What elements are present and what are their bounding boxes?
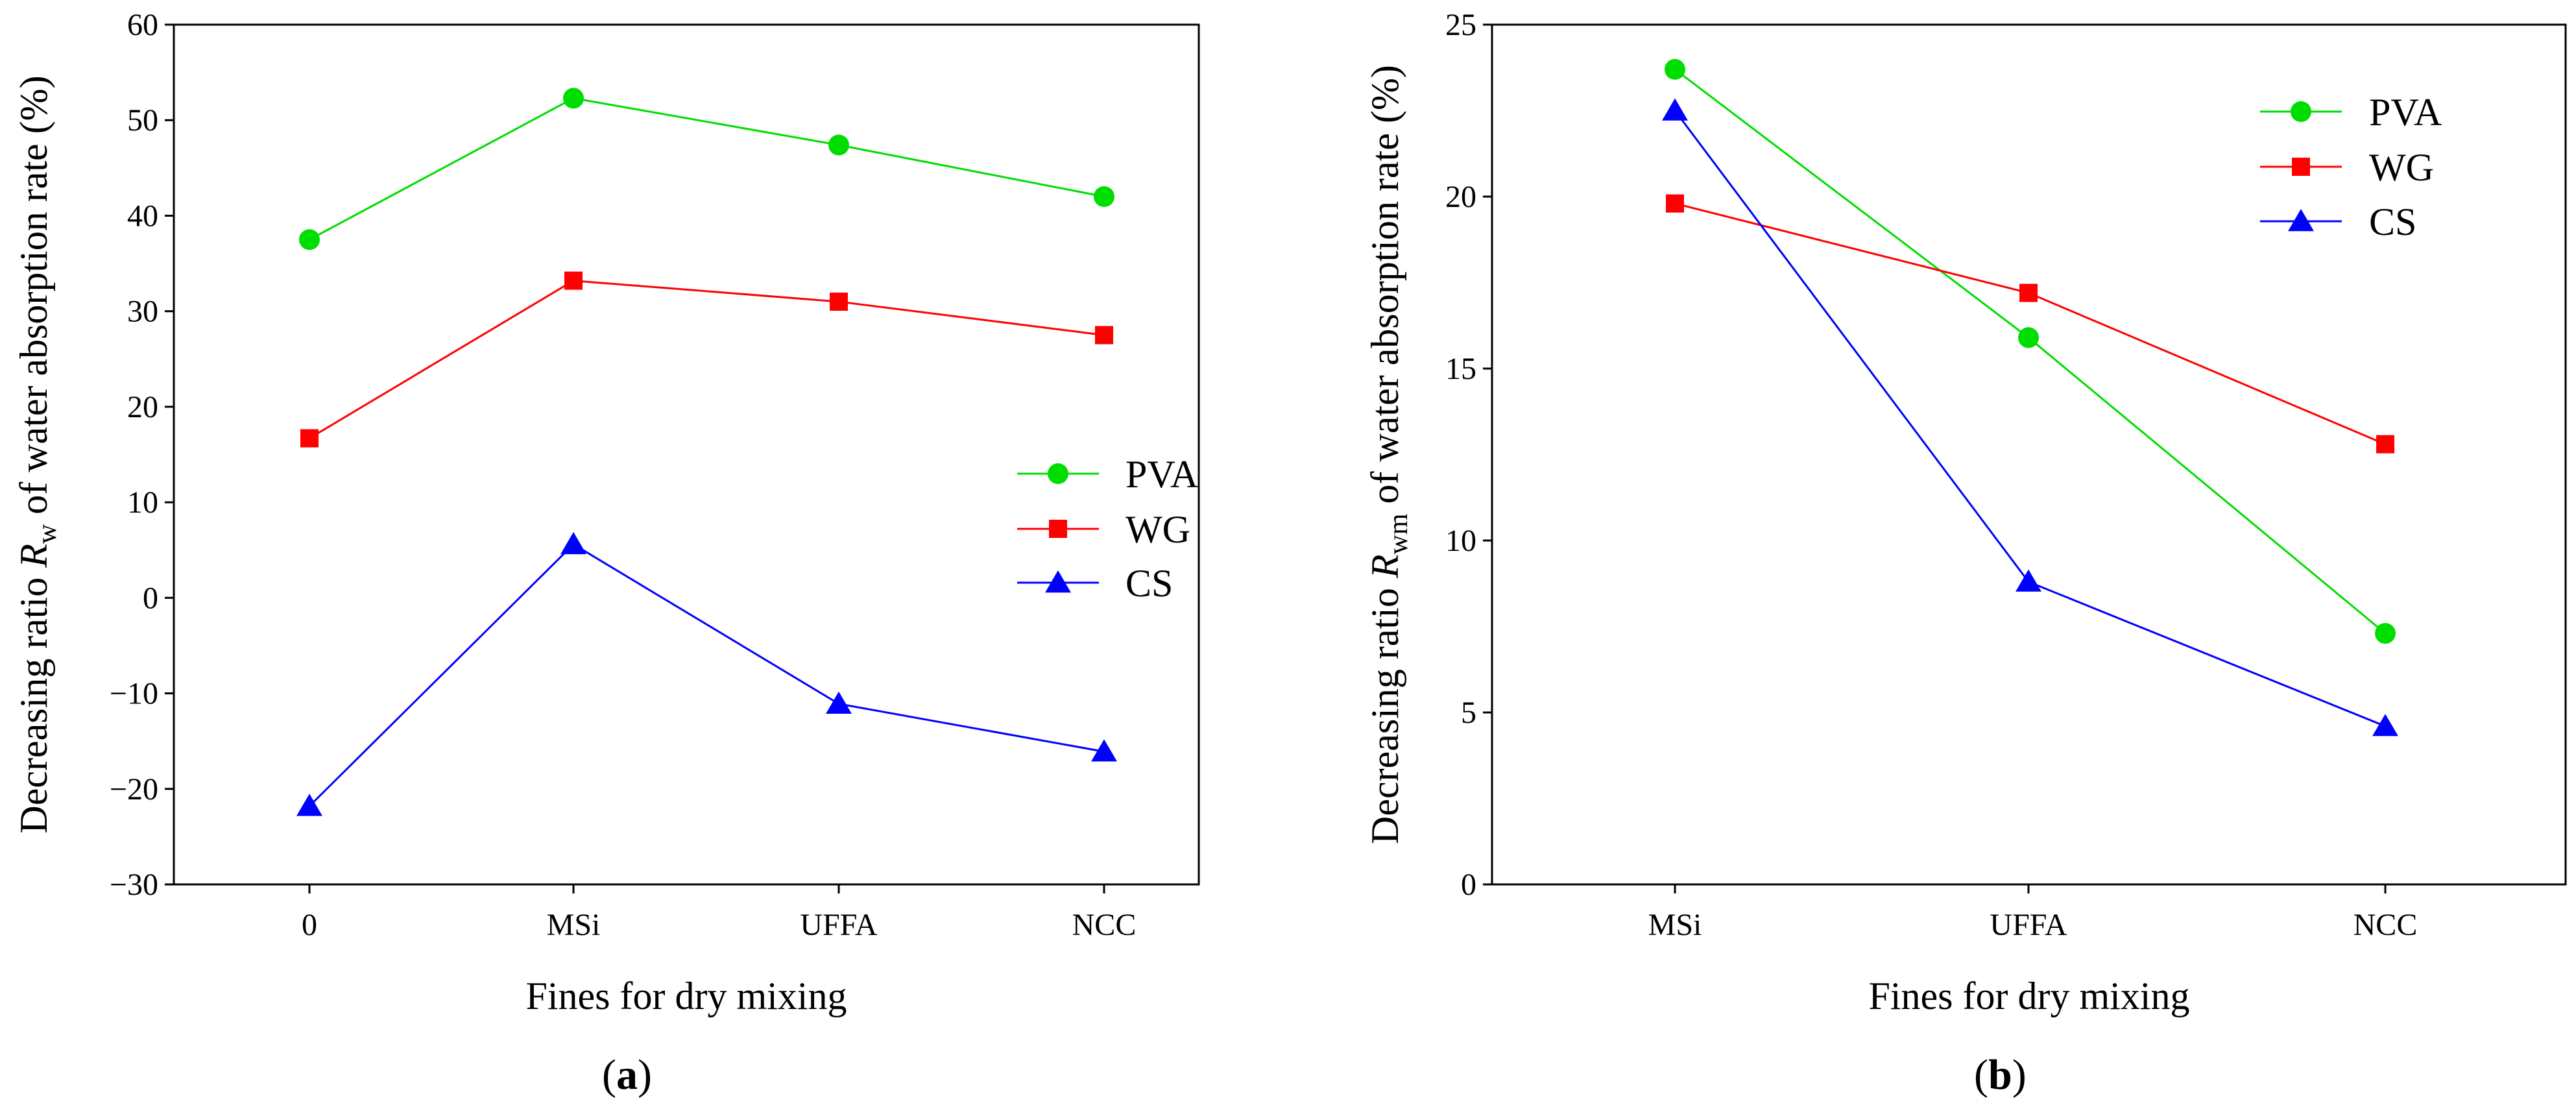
y-tick-label: 20 <box>127 390 158 424</box>
x-axis-title: Fines for dry mixing <box>526 975 847 1017</box>
x-axis-title: Fines for dry mixing <box>1869 975 2190 1017</box>
marker-cs-0 <box>296 794 322 816</box>
y-tick-label: 50 <box>127 103 158 138</box>
marker-cs-3 <box>1091 739 1117 762</box>
series-line-cs <box>1674 110 2386 727</box>
x-tick-label: 0 <box>302 908 317 942</box>
marker-legend-wg-0 <box>2292 158 2310 176</box>
marker-legend-wg-0 <box>1049 520 1067 538</box>
y-tick-label: −30 <box>110 868 158 902</box>
marker-wg-2 <box>830 292 848 311</box>
y-tick-label: 40 <box>127 199 158 233</box>
x-tick-label: NCC <box>1072 908 1137 942</box>
legend: PVA WG CS <box>1017 453 1198 605</box>
y-tick-label: 30 <box>127 295 158 329</box>
legend: PVA WG CS <box>2260 91 2442 243</box>
marker-legend-cs-0 <box>2288 209 2314 232</box>
y-tick-label: 20 <box>1445 180 1476 214</box>
marker-wg-2 <box>2376 435 2394 454</box>
marker-wg-1 <box>2019 284 2038 302</box>
panel-label: (b) <box>1974 1051 2027 1099</box>
marker-pva-1 <box>563 88 584 109</box>
marker-cs-1 <box>560 531 586 555</box>
y-tick-label: 15 <box>1445 352 1476 386</box>
marker-cs-2 <box>2372 714 2398 736</box>
series-line-wg <box>1674 202 2386 445</box>
y-tick-label: 5 <box>1461 696 1476 730</box>
y-tick-label: −20 <box>110 772 158 807</box>
series-line-pva <box>309 97 1105 241</box>
marker-cs-1 <box>2016 569 2041 592</box>
marker-pva-2 <box>2375 623 2396 644</box>
marker-pva-0 <box>299 229 320 250</box>
marker-pva-3 <box>1094 186 1114 207</box>
legend-label-pva: PVA <box>1125 453 1198 496</box>
legend-label-wg: WG <box>2369 146 2434 189</box>
marker-legend-pva-0 <box>2291 101 2311 122</box>
legend-label-cs: CS <box>2369 201 2416 243</box>
y-tick-label: 10 <box>1445 524 1476 558</box>
y-tick-label: 0 <box>1461 868 1476 902</box>
marker-wg-0 <box>300 429 319 448</box>
x-tick-label: NCC <box>2353 908 2418 942</box>
marker-legend-pva-0 <box>1048 463 1068 484</box>
legend-label-wg: WG <box>1125 508 1190 551</box>
panel-label: (a) <box>602 1051 652 1099</box>
y-tick-label: 25 <box>1445 8 1476 42</box>
marker-wg-3 <box>1095 326 1113 345</box>
y-tick-label: −10 <box>110 677 158 711</box>
x-tick-label: UFFA <box>1990 908 2067 942</box>
chart-panel-b: 0 5 10 15 20 25 MSi UFFA NCC Fines for dry mixing… <box>1364 8 2567 1099</box>
marker-cs-2 <box>826 691 852 714</box>
series-line-pva <box>1674 68 2386 635</box>
marker-wg-0 <box>1666 194 1684 213</box>
legend-label-pva: PVA <box>2369 91 2442 134</box>
marker-legend-cs-0 <box>1045 570 1071 593</box>
plot-frame <box>173 23 1200 886</box>
marker-pva-2 <box>828 134 849 156</box>
chart-panel-a: −30 −20 −10 0 10 20 30 40 50 60 0 MSi UFFA NCC Fines f… <box>12 8 1200 1099</box>
y-tick-label: 0 <box>143 581 158 615</box>
x-tick-label: MSi <box>1648 908 1702 942</box>
marker-cs-0 <box>1662 98 1688 121</box>
marker-pva-0 <box>1665 58 1685 80</box>
marker-pva-1 <box>2018 327 2039 348</box>
series-line-wg <box>309 280 1105 439</box>
y-tick-label: 10 <box>127 485 158 520</box>
marker-wg-1 <box>564 271 583 290</box>
x-tick-label: MSi <box>547 908 601 942</box>
y-axis-title: Decreasing ratio Rwm of water absorption… <box>1364 65 1414 844</box>
y-axis-title: Decreasing ratio Rw of water absorption … <box>12 75 62 833</box>
x-tick-label: UFFA <box>800 908 877 942</box>
legend-label-cs: CS <box>1125 562 1173 605</box>
y-tick-label: 60 <box>127 8 158 42</box>
series-line-cs <box>308 543 1105 807</box>
